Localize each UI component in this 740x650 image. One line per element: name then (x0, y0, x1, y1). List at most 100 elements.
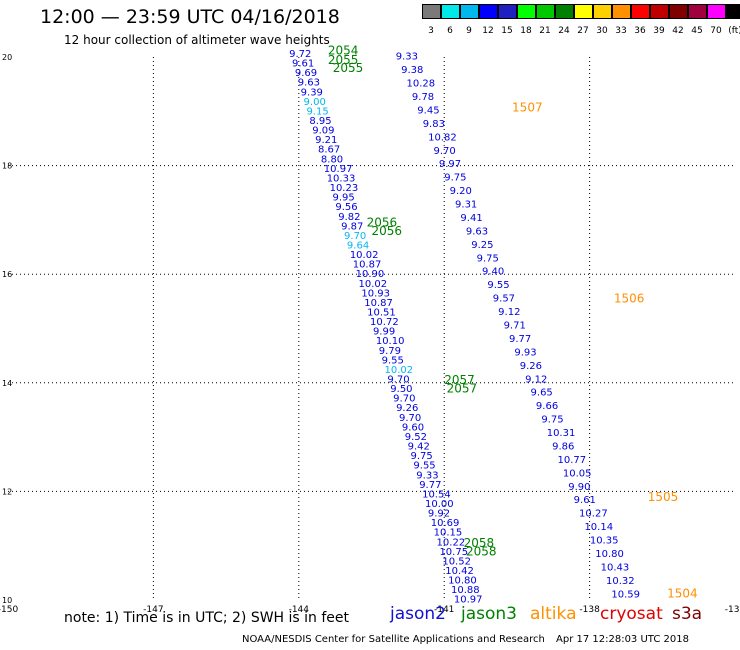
swh-value-jason2: 10.32 (606, 576, 635, 587)
swh-value-jason2: 9.41 (460, 213, 482, 224)
colorbar-label: 39 (653, 26, 665, 36)
colorbar-swatch (422, 4, 441, 19)
pass-number-label: 2055 (328, 53, 359, 67)
swh-value-jason2: 9.78 (412, 92, 434, 103)
colorbar-swatch (574, 4, 593, 19)
pass-number-label: 2057 (444, 373, 475, 387)
swh-value-jason3: 10.87 (364, 298, 393, 309)
swh-value-jason3: 9.50 (390, 384, 412, 395)
colorbar-label: 36 (634, 26, 646, 36)
swh-value-jason2: 10.27 (579, 509, 608, 520)
swh-value-jason2: 9.57 (493, 294, 515, 305)
swh-value-jason3: 9.95 (332, 193, 354, 204)
swh-value-jason2: 9.63 (466, 226, 488, 237)
colorbar-swatch (441, 4, 460, 19)
pass-number-label: 2058 (464, 536, 495, 550)
swh-value-jason2: 9.83 (423, 119, 445, 130)
swh-value-jason2: 9.25 (471, 240, 493, 251)
colorbar-swatch (631, 4, 650, 19)
swh-value-jason2: 10.80 (595, 549, 624, 560)
y-tick-label: 10 (2, 596, 12, 605)
footer-credit: NOAA/NESDIS Center for Satellite Applica… (242, 634, 545, 645)
colorbar-swatch (650, 4, 669, 19)
swh-value-jason3: 9.61 (292, 59, 314, 70)
swh-value-jason3: 9.55 (382, 355, 404, 366)
colorbar-swatch (536, 4, 555, 19)
note-text: note: 1) Time is in UTC; 2) SWH is in fe… (64, 610, 350, 626)
swh-value-jason2: 10.43 (601, 562, 630, 573)
swh-value-jason2: 10.77 (557, 455, 586, 466)
swh-value-jason2: 10.31 (547, 428, 576, 439)
swh-value-jason3: 9.64 (347, 240, 369, 251)
legend-s3a: s3a (672, 604, 703, 624)
colorbar-label: 30 (596, 26, 608, 36)
pass-number-label: 2056 (372, 224, 403, 238)
swh-value-jason3: 10.93 (361, 288, 390, 299)
colorbar-label: 3 (428, 26, 434, 36)
swh-value-jason3: 9.77 (419, 480, 441, 491)
colorbar-label: 42 (672, 26, 684, 36)
legend-cryosat: cryosat (600, 604, 663, 624)
swh-value-jason3: 9.55 (413, 461, 435, 472)
swh-value-jason3: 9.87 (341, 221, 363, 232)
colorbar-label: (ft) (728, 26, 740, 36)
swh-value-jason3: 10.97 (324, 164, 353, 175)
swh-value-jason3: 10.88 (451, 585, 480, 596)
swh-value-jason3: 9.39 (301, 87, 323, 98)
y-tick-label: 16 (2, 270, 12, 279)
swh-value-jason3: 9.42 (408, 442, 430, 453)
swh-value-jason2: 10.59 (611, 589, 640, 600)
swh-value-jason3: 9.70 (393, 394, 415, 405)
swh-value-jason3: 9.21 (315, 135, 337, 146)
colorbar-label: 18 (520, 26, 532, 36)
swh-value-jason3: 9.75 (411, 451, 433, 462)
swh-value-jason3: 8.67 (318, 145, 340, 156)
colorbar-swatch (669, 4, 688, 19)
x-tick-label: -138 (579, 605, 600, 615)
swh-value-jason2: 10.05 (563, 468, 592, 479)
swh-value-jason3: 9.56 (335, 202, 357, 213)
swh-value-jason2: 9.12 (525, 374, 547, 385)
y-tick-label: 20 (2, 53, 12, 62)
swh-value-jason3: 9.26 (396, 403, 418, 414)
swh-value-jason3: 10.33 (327, 173, 356, 184)
pass-number-label: 2056 (367, 215, 398, 229)
colorbar-label: 33 (615, 26, 627, 36)
swh-value-jason3: 9.52 (405, 432, 427, 443)
swh-value-jason3: 10.23 (330, 183, 359, 194)
swh-value-jason3: 9.33 (416, 470, 438, 481)
page-title: 12:00 — 23:59 UTC 04/16/2018 (40, 6, 340, 28)
swh-value-jason3: 10.69 (431, 518, 460, 529)
colorbar-swatch (593, 4, 612, 19)
colorbar-label: 21 (539, 26, 551, 36)
colorbar-label: 9 (466, 26, 472, 36)
pass-number-label: 1504 (667, 586, 698, 600)
swh-value-jason3: 9.70 (344, 231, 366, 242)
colorbar-swatch (612, 4, 631, 19)
y-tick-label: 14 (2, 379, 12, 388)
x-tick-label: -141 (434, 605, 454, 615)
page-subtitle: 12 hour collection of altimeter wave hei… (64, 33, 330, 47)
pass-number-label: 1505 (648, 490, 679, 504)
swh-value-jason3: 10.51 (367, 307, 396, 318)
swh-value-jason2: 10.28 (407, 79, 436, 90)
swh-value-jason2: 9.75 (444, 173, 466, 184)
swh-value-jason3: 9.70 (399, 413, 421, 424)
colorbar-label: 24 (558, 26, 570, 36)
swh-value-jason2: 9.93 (514, 347, 536, 358)
swh-value-jason3: 9.09 (312, 126, 334, 137)
swh-value-jason2: 9.12 (498, 307, 520, 318)
y-tick-label: 18 (2, 162, 12, 171)
swh-value-jason3: 10.15 (434, 528, 463, 539)
colorbar-swatch (479, 4, 498, 19)
swh-value-jason3: 9.99 (373, 327, 395, 338)
swh-value-jason2: 9.71 (504, 321, 526, 332)
colorbar-swatch (460, 4, 479, 19)
swh-value-jason2: 9.26 (520, 361, 542, 372)
swh-value-jason2: 10.14 (584, 522, 613, 533)
swh-value-jason3: 8.95 (309, 116, 331, 127)
swh-value-jason3: 10.42 (445, 566, 474, 577)
swh-value-jason3: 10.90 (356, 269, 385, 280)
swh-value-jason2: 10.35 (590, 536, 619, 547)
